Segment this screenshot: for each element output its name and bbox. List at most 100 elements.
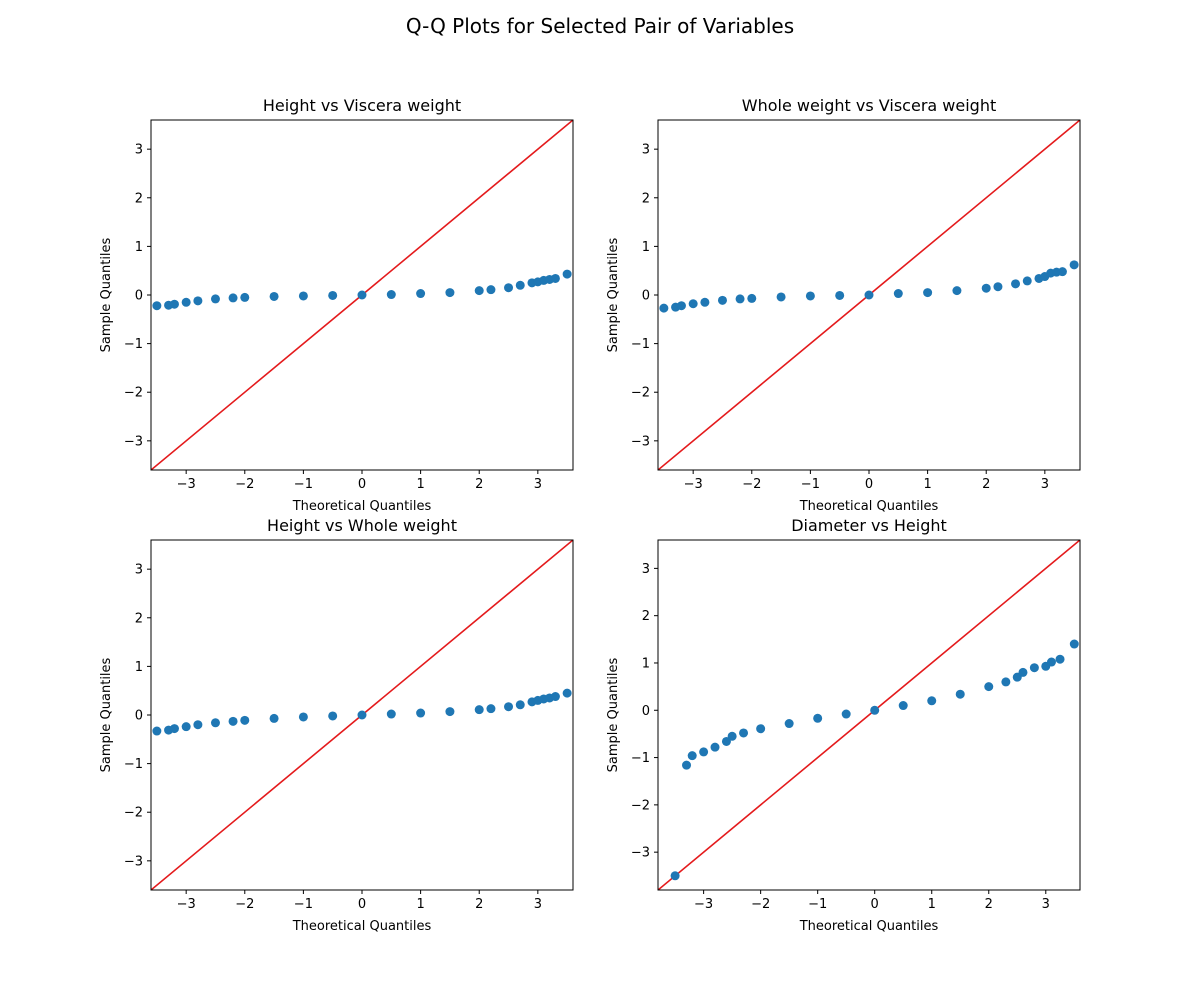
data-point (210, 718, 220, 728)
data-point (984, 682, 994, 692)
x-tick-label: 1 (928, 897, 936, 912)
data-point (269, 291, 279, 301)
x-tick-label: 2 (982, 477, 990, 492)
data-point (386, 290, 396, 300)
x-tick-label: −1 (801, 477, 820, 492)
reference-line (658, 540, 1080, 890)
y-tick-label: −3 (631, 846, 650, 861)
data-point (328, 711, 338, 721)
data-point (228, 293, 238, 303)
subplot-1: −3 −2 −1 0 1 2 3 −3 −2 −1 0 1 2 3 Height vs Viscera we… (99, 96, 574, 514)
data-point (805, 291, 815, 301)
x-tick-label: 1 (416, 477, 424, 492)
y-tick-label: −1 (124, 757, 143, 772)
data-point (486, 704, 496, 714)
data-point (445, 288, 455, 298)
x-axis-label: Theoretical Quantiles (292, 499, 432, 514)
data-point (1046, 657, 1056, 667)
y-tick-label: 2 (642, 609, 650, 624)
data-point (474, 286, 484, 296)
data-point (676, 301, 686, 311)
x-tick-label: −2 (235, 477, 254, 492)
data-point (416, 708, 426, 718)
data-point (893, 289, 903, 299)
y-axis-label: Sample Quantiles (99, 237, 114, 352)
y-tick-label: −3 (124, 854, 143, 869)
data-point (193, 720, 203, 730)
data-point (813, 713, 823, 723)
data-point (416, 289, 426, 299)
data-point (1069, 260, 1079, 270)
data-point (515, 280, 525, 290)
x-tick-label: 0 (358, 897, 366, 912)
y-tick-label: 1 (642, 656, 650, 671)
x-axis-label: Theoretical Quantiles (799, 499, 939, 514)
data-point (298, 291, 308, 301)
x-tick-label: −3 (684, 477, 703, 492)
y-tick-label: 1 (135, 660, 143, 675)
data-point (504, 283, 514, 293)
y-tick-label: −2 (631, 386, 650, 401)
data-point (835, 290, 845, 300)
y-tick-label: 2 (642, 191, 650, 206)
subplot-title: Whole weight vs Viscera weight (742, 96, 996, 115)
data-point (550, 692, 560, 702)
subplot-title: Diameter vs Height (791, 516, 947, 535)
y-tick-label: 0 (135, 709, 143, 724)
x-tick-label: −1 (294, 897, 313, 912)
data-point (700, 297, 710, 307)
data-point (923, 288, 933, 298)
y-tick-label: 0 (642, 289, 650, 304)
y-tick-label: 0 (642, 704, 650, 719)
x-tick-label: −1 (294, 477, 313, 492)
x-tick-label: −3 (177, 477, 196, 492)
data-point (687, 751, 697, 761)
x-tick-label: 1 (923, 477, 931, 492)
y-tick-label: 1 (642, 240, 650, 255)
data-point (776, 292, 786, 302)
x-axis-label: Theoretical Quantiles (292, 919, 432, 934)
subplot-2: −3 −2 −1 0 1 2 3 −3 −2 −1 0 1 2 3 Whole weight vs Visc… (606, 96, 1081, 514)
data-point (228, 716, 238, 726)
y-tick-label: 3 (642, 143, 650, 158)
data-point (699, 747, 709, 757)
y-tick-label: 3 (642, 562, 650, 577)
data-point (181, 297, 191, 307)
data-point (955, 689, 965, 699)
data-point (386, 709, 396, 719)
x-tick-label: 0 (871, 897, 879, 912)
y-tick-label: −3 (124, 434, 143, 449)
data-point (193, 296, 203, 306)
x-tick-label: 1 (416, 897, 424, 912)
x-tick-label: 2 (475, 477, 483, 492)
data-point (659, 303, 669, 313)
x-tick-label: 0 (865, 477, 873, 492)
data-point (717, 295, 727, 305)
x-tick-label: 2 (985, 897, 993, 912)
data-point (682, 760, 692, 770)
y-tick-label: −2 (124, 386, 143, 401)
data-point (739, 728, 749, 738)
figure-title: Q-Q Plots for Selected Pair of Variables (405, 14, 795, 38)
data-point (169, 299, 179, 309)
data-point (169, 724, 179, 734)
x-tick-label: −3 (694, 897, 713, 912)
y-tick-label: 3 (135, 143, 143, 158)
data-point (486, 285, 496, 295)
data-point (721, 736, 731, 746)
data-point (240, 715, 250, 725)
y-axis-label: Sample Quantiles (606, 237, 621, 352)
x-axis-label: Theoretical Quantiles (799, 919, 939, 934)
data-point (1011, 279, 1021, 289)
data-point (1029, 663, 1039, 673)
data-point (710, 742, 720, 752)
y-tick-label: −1 (124, 337, 143, 352)
data-point (562, 269, 572, 279)
x-tick-label: 0 (358, 477, 366, 492)
data-point (864, 290, 874, 300)
y-tick-label: 2 (135, 191, 143, 206)
data-point (181, 722, 191, 732)
x-tick-label: −2 (742, 477, 761, 492)
